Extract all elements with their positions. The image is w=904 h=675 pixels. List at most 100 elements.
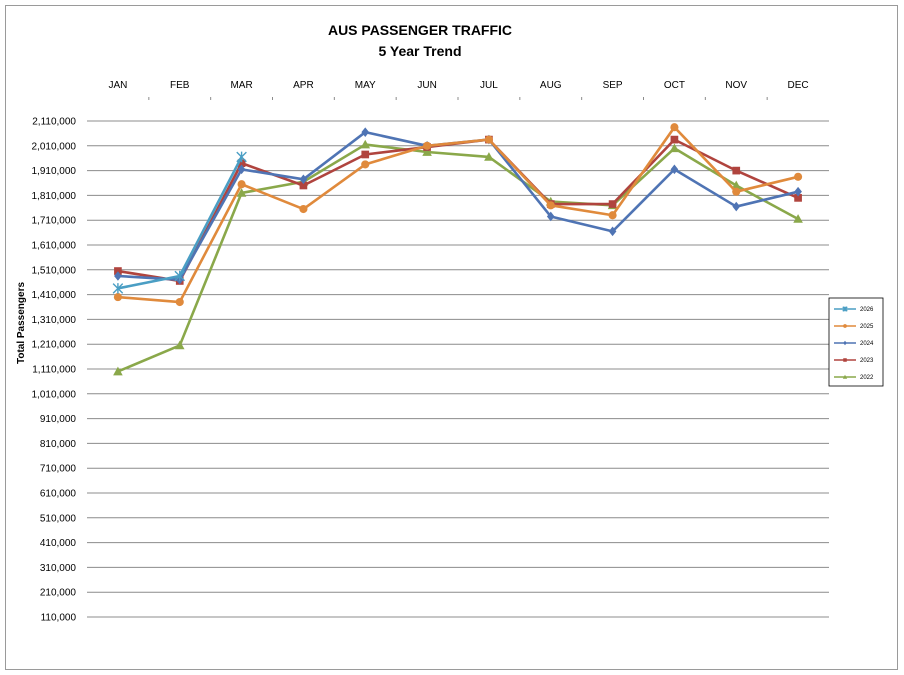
month-label: NOV xyxy=(725,80,747,91)
data-point xyxy=(843,358,847,362)
data-point xyxy=(794,186,802,197)
y-tick-label: 1,710,000 xyxy=(32,216,77,227)
data-point xyxy=(114,271,122,281)
data-point xyxy=(670,135,679,144)
y-tick-label: 1,610,000 xyxy=(32,241,77,252)
data-point xyxy=(484,135,493,144)
data-point xyxy=(731,180,742,190)
month-label: MAR xyxy=(230,80,252,91)
data-point xyxy=(484,152,494,161)
data-point xyxy=(113,293,122,302)
legend: 2026 2025 2024 2023 2022 xyxy=(828,297,884,387)
y-tick-label: 1,510,000 xyxy=(32,265,77,276)
y-tick-label: 2,010,000 xyxy=(32,141,77,152)
y-tick-label: 610,000 xyxy=(40,489,77,500)
grid-lines xyxy=(87,97,829,618)
data-point xyxy=(175,297,184,307)
y-axis-label: Total Passengers xyxy=(16,282,27,365)
y-tick-label: 1,810,000 xyxy=(32,191,77,202)
y-tick-label: 410,000 xyxy=(40,538,77,549)
series-line xyxy=(117,125,799,304)
data-point xyxy=(843,324,847,328)
data-point xyxy=(732,187,741,196)
month-labels: JAN FEB MAR APR MAY JUN JUL AUG SEP OCT NOV DEC xyxy=(108,80,808,91)
data-point xyxy=(237,180,246,189)
data-point xyxy=(423,141,432,150)
data-point xyxy=(299,174,308,185)
series-2022 xyxy=(113,139,803,376)
series-2026 xyxy=(112,151,247,294)
data-point xyxy=(843,340,847,346)
month-label: JAN xyxy=(108,80,127,91)
month-label: OCT xyxy=(664,80,685,91)
y-tick-label: 110,000 xyxy=(41,613,77,624)
data-point xyxy=(546,201,555,210)
data-point xyxy=(112,283,124,294)
series-line xyxy=(117,156,243,290)
data-point xyxy=(174,270,186,282)
data-point xyxy=(546,211,555,222)
chart-frame xyxy=(5,5,898,670)
data-point xyxy=(237,164,246,175)
data-point xyxy=(174,340,185,350)
y-tick-label: 1,010,000 xyxy=(32,389,77,400)
data-point xyxy=(299,181,308,190)
data-point xyxy=(237,159,246,167)
legend-label: 2022 xyxy=(860,375,874,381)
series-line xyxy=(117,143,799,373)
data-point xyxy=(361,160,370,169)
month-label: JUN xyxy=(417,80,436,91)
month-label: SEP xyxy=(603,80,623,91)
chart-subtitle: 5 Year Trend xyxy=(378,43,461,59)
month-label: FEB xyxy=(170,80,190,91)
data-point xyxy=(732,201,741,212)
data-point xyxy=(236,188,247,197)
y-tick-label: 510,000 xyxy=(40,513,77,524)
data-point xyxy=(732,166,741,175)
data-point xyxy=(361,150,370,159)
series-2025 xyxy=(113,123,803,307)
series-lines xyxy=(112,123,803,376)
y-tick-label: 1,410,000 xyxy=(32,290,77,301)
y-tick-label: 1,210,000 xyxy=(32,340,77,351)
data-point xyxy=(794,172,803,181)
legend-label: 2025 xyxy=(860,324,874,330)
data-point xyxy=(608,211,617,220)
data-point xyxy=(842,306,848,312)
y-tick-label: 210,000 xyxy=(40,588,77,599)
data-point xyxy=(670,164,679,175)
data-point xyxy=(608,200,617,208)
data-point xyxy=(794,194,802,202)
y-tick-label: 310,000 xyxy=(40,563,77,574)
data-point xyxy=(361,127,370,137)
month-label: MAY xyxy=(355,80,376,91)
legend-box xyxy=(828,297,884,387)
y-tick-label: 1,910,000 xyxy=(32,166,77,177)
legend-label: 2023 xyxy=(860,358,874,364)
data-point xyxy=(793,214,803,223)
data-point xyxy=(113,366,123,376)
month-label: DEC xyxy=(788,80,809,91)
data-point xyxy=(360,139,371,149)
y-tick-labels: 2,110,000 2,010,000 1,910,000 1,810,000 1,71… xyxy=(32,117,77,624)
data-point xyxy=(669,143,680,153)
data-point xyxy=(299,204,308,214)
month-label: APR xyxy=(293,80,314,91)
y-tick-label: 810,000 xyxy=(40,439,77,450)
y-tick-label: 910,000 xyxy=(40,414,77,425)
data-point xyxy=(114,267,122,275)
data-point xyxy=(670,123,679,132)
data-point xyxy=(608,226,617,237)
data-point xyxy=(842,374,848,379)
chart-title: AUS PASSENGER TRAFFIC xyxy=(328,22,512,38)
legend-label: 2024 xyxy=(860,341,874,347)
y-tick-label: 710,000 xyxy=(40,464,77,475)
legend-label: 2026 xyxy=(860,307,874,313)
y-tick-label: 1,310,000 xyxy=(32,315,77,326)
y-tick-label: 1,110,000 xyxy=(32,365,76,376)
month-label: AUG xyxy=(540,80,562,91)
data-point xyxy=(422,147,432,156)
month-label: JUL xyxy=(480,80,498,91)
y-tick-label: 2,110,000 xyxy=(32,117,76,128)
